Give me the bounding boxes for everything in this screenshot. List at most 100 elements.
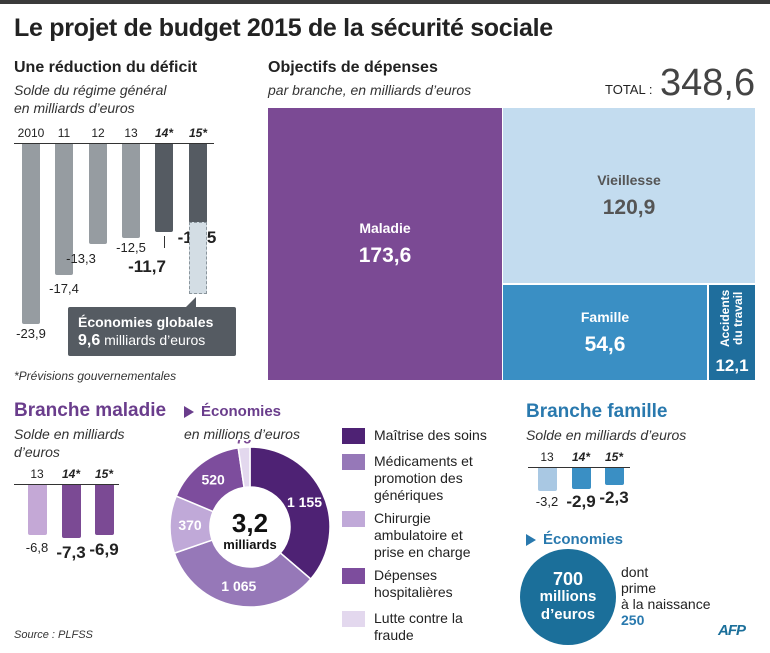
year-label: 2010 [17, 126, 45, 140]
year-label: 12 [91, 126, 105, 140]
year-label: 13 [540, 450, 554, 464]
maladie-economies-heading: Économies [184, 403, 281, 420]
legend-item: Dépenses hospitalières [342, 567, 492, 601]
year-label: 14* [61, 467, 81, 481]
bar [94, 485, 114, 536]
callout-title: Économies globales [78, 314, 214, 330]
bar [122, 144, 140, 239]
famille-heading: Branche famille [526, 401, 668, 422]
donut-slice [173, 539, 312, 608]
year-label: 14* [571, 450, 591, 464]
value-label: -6,9 [89, 540, 119, 560]
value-label: -17,4 [49, 281, 79, 296]
legend-label: Maîtrise des soins [374, 427, 487, 443]
value-label: -2,3 [599, 487, 629, 507]
axis-line [14, 484, 119, 485]
center-value: 3,2 [232, 508, 268, 538]
economies-heading-text: Économies [201, 403, 282, 420]
donut-slice [249, 446, 331, 581]
value-label: -3,2 [535, 494, 559, 510]
value-label: -13,3 [66, 251, 96, 266]
depenses-heading: Objectifs de dépenses [268, 59, 438, 76]
depenses-subtitle: par branche, en milliards d’euros [268, 82, 472, 98]
legend-swatch [342, 428, 365, 444]
year-label: 11 [57, 126, 71, 140]
slice-label: 520 [201, 472, 225, 488]
triangle-icon [526, 534, 536, 547]
note-line: prime [621, 580, 657, 596]
axis-line [528, 467, 630, 468]
deficit-heading: Une réduction du déficit [14, 59, 198, 76]
value-label: -2,9 [566, 492, 596, 512]
cell-value: 54,6 [584, 332, 626, 356]
savings-callout: Économies globales 9,6 milliards d’euros [68, 297, 236, 356]
circle-unit: d’euros [540, 606, 596, 623]
treemap-cell-accidents: Accidents du travail 12,1 [709, 285, 755, 380]
slice-label: 1 155 [287, 494, 322, 510]
legend-item: Maîtrise des soins [342, 427, 492, 444]
cell-name: Vieillesse [597, 171, 661, 188]
famille-savings-circle: 700 millions d’euros [520, 549, 616, 645]
value-label: -23,9 [16, 326, 46, 341]
famille-subtitle: Solde en milliards d’euros [526, 427, 687, 443]
maladie-subtitle: Solde en milliards d’euros [14, 426, 125, 460]
bar [55, 144, 73, 276]
cell-value: 120,9 [602, 195, 656, 219]
value-label: -11,7 [128, 257, 166, 276]
total-value: 348,6 [660, 62, 756, 104]
legend-swatch [342, 568, 365, 584]
bar [22, 144, 40, 324]
legend-item: Médicaments et promotion des génériques [342, 453, 492, 504]
source: Source : PLFSS [14, 629, 93, 641]
tick-line [164, 236, 165, 249]
legend-item: Chirurgie ambulatoire et prise en charge [342, 510, 492, 561]
legend-swatch [342, 454, 365, 470]
cell-value: 12,1 [715, 356, 749, 375]
circle-unit: millions [539, 588, 597, 605]
legend-label: Lutte contre la fraude [374, 610, 463, 643]
bar [537, 468, 557, 492]
cell-name: Famille [580, 308, 630, 325]
value-label: -6,8 [25, 539, 49, 555]
legend-item: Lutte contre la fraude [342, 610, 492, 644]
savings-bar [189, 222, 207, 295]
callout-value: 9,6 [78, 332, 101, 349]
axis-line [14, 143, 214, 144]
footnote: *Prévisions gouvernementales [14, 369, 177, 383]
donut-slice [237, 446, 251, 489]
cell-value: 173,6 [358, 244, 412, 267]
bar [89, 144, 107, 245]
legend-label: Médicaments et promotion des génériques [374, 453, 473, 503]
cell-name: Maladie [359, 220, 411, 236]
value-label: -7,3 [56, 543, 86, 563]
value-label: -12,5 [116, 240, 146, 255]
bar [604, 468, 624, 485]
treemap-cell-famille: Famille 54,6 [503, 285, 707, 380]
famille-economies-heading: Économies [526, 531, 623, 548]
legend-label: Dépenses hospitalières [374, 567, 453, 600]
year-label: 15* [94, 467, 114, 481]
treemap-cell-vieillesse: Vieillesse 120,9 [503, 108, 755, 283]
legend-swatch [342, 611, 365, 627]
maladie-heading: Branche maladie [14, 400, 167, 421]
afp-logo: AFP [718, 622, 746, 639]
legend-swatch [342, 511, 365, 527]
year-label: 15* [604, 450, 624, 464]
circle-value: 700 [552, 569, 584, 589]
slice-label: 370 [178, 517, 202, 533]
treemap-cell-maladie: Maladie 173,6 [268, 108, 502, 380]
top-bar [0, 0, 770, 4]
bar [61, 485, 81, 539]
total-label: TOTAL : [605, 82, 653, 97]
famille-note: dont prime à la naissance 250 [621, 564, 711, 628]
legend-label: Chirurgie ambulatoire et prise en charge [374, 510, 471, 560]
bar [27, 485, 47, 535]
cell-name: Accidents du travail [718, 289, 745, 348]
bar [189, 144, 207, 224]
note-line: à la naissance [621, 596, 711, 612]
maladie-economies-subtitle: en millions d’euros [184, 426, 300, 442]
year-label: 13 [30, 467, 44, 481]
bar [155, 144, 173, 233]
year-label: 15* [188, 126, 208, 140]
